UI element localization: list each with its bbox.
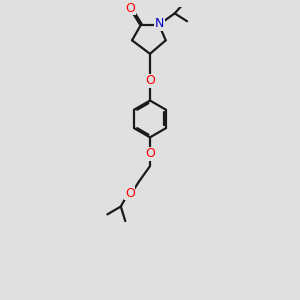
- Text: N: N: [155, 17, 164, 30]
- Text: O: O: [145, 147, 155, 160]
- Text: O: O: [125, 187, 135, 200]
- Text: O: O: [125, 2, 135, 15]
- Text: O: O: [145, 74, 155, 87]
